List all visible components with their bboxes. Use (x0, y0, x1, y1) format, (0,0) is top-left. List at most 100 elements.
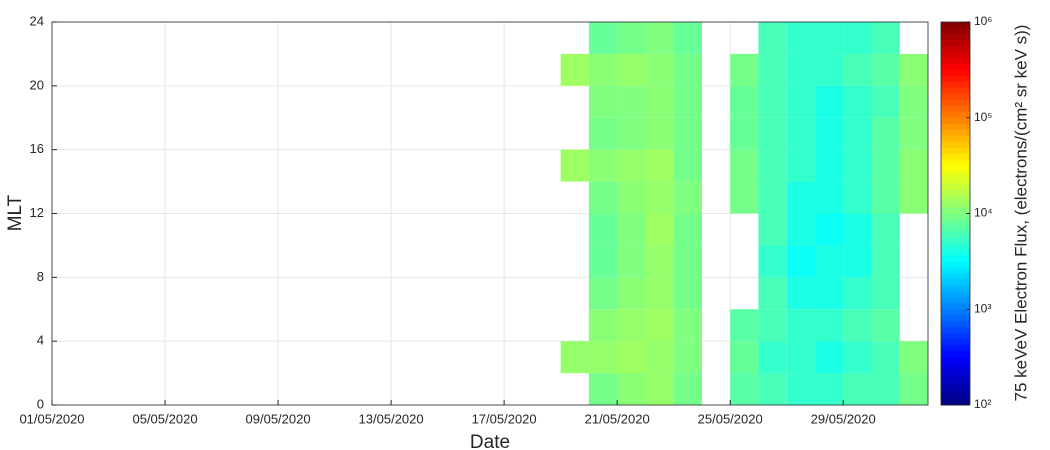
colorbar-step (941, 255, 970, 262)
heatmap-cell (673, 373, 702, 405)
heatmap-cell (843, 213, 872, 246)
colorbar-step (941, 243, 970, 250)
colorbar-step (941, 321, 970, 328)
colorbar-step (941, 165, 970, 173)
heatmap-cell (560, 149, 589, 182)
heatmap-cell (673, 22, 702, 54)
x-tick-label: 21/05/2020 (585, 411, 650, 426)
heatmap-cell (673, 341, 702, 374)
colorbar-step (941, 399, 970, 406)
heatmap-cell (899, 149, 928, 182)
heatmap-cell (758, 53, 787, 86)
colorbar-tick-label: 10⁶ (974, 14, 992, 28)
heatmap-cell (871, 53, 900, 86)
y-tick-label: 24 (30, 13, 44, 28)
colorbar-step (941, 141, 970, 149)
colorbar-step (941, 297, 970, 304)
heatmap-cell (871, 213, 900, 246)
heatmap-cell (899, 85, 928, 118)
heatmap-cell (588, 181, 618, 214)
heatmap-cell (786, 373, 815, 405)
heatmap-cell (560, 53, 589, 86)
heatmap-cell (871, 245, 900, 278)
colorbar-step (941, 381, 970, 388)
heatmap-cell (843, 309, 872, 342)
colorbar-step (941, 45, 970, 53)
heatmap-cell (588, 149, 618, 182)
heatmap-cell (814, 149, 844, 182)
colorbar-step (941, 201, 970, 209)
heatmap-cell (645, 245, 674, 278)
colorbar-step (941, 22, 970, 29)
heatmap-cell (645, 309, 674, 342)
heatmap-cell (814, 341, 844, 374)
colorbar-tick-label: 10⁵ (974, 110, 992, 124)
colorbar-step (941, 69, 970, 77)
heatmap-cell (871, 341, 900, 374)
colorbar-step (941, 189, 970, 197)
heatmap-cell (617, 85, 646, 118)
heatmap-cell (588, 245, 618, 278)
colorbar-step (941, 387, 970, 394)
colorbar-step (941, 303, 970, 310)
heatmap-cell (786, 149, 815, 182)
colorbar-step (941, 123, 970, 131)
heatmap-cell (673, 149, 702, 182)
colorbar-step (941, 279, 970, 286)
heatmap-cell (673, 117, 702, 150)
x-tick-label: 17/05/2020 (472, 411, 537, 426)
heatmap-cell (814, 309, 844, 342)
colorbar-step (941, 225, 970, 232)
heatmap-cell (645, 181, 674, 214)
y-tick-label: 4 (37, 333, 44, 348)
colorbar-step (941, 171, 970, 179)
heatmap-cell (617, 22, 646, 54)
heatmap-cell (730, 309, 759, 342)
heatmap-cell (899, 53, 928, 86)
colorbar-title: 75 keVeV Electron Flux, (electrons/(cm² … (1011, 25, 1030, 402)
heatmap-cell (588, 309, 618, 342)
heatmap-cell (899, 341, 928, 374)
colorbar-step (941, 87, 970, 95)
heatmap-cell (786, 53, 815, 86)
heatmap-cell (645, 341, 674, 374)
colorbar-step (941, 183, 970, 191)
colorbar-step (941, 357, 970, 364)
y-tick-label: 0 (37, 396, 44, 411)
colorbar-step (941, 369, 970, 376)
colorbar-step (941, 159, 970, 167)
heatmap-cell (588, 277, 618, 310)
heatmap-cell (645, 213, 674, 246)
heatmap-cell (758, 213, 787, 246)
colorbar-step (941, 129, 970, 137)
heatmap-cell (588, 341, 618, 374)
heatmap-cell (843, 149, 872, 182)
heatmap-cell (588, 117, 618, 150)
colorbar-step (941, 363, 970, 370)
x-tick-label: 05/05/2020 (132, 411, 197, 426)
x-tick-label: 25/05/2020 (698, 411, 763, 426)
colorbar-step (941, 237, 970, 244)
colorbar-step (941, 195, 970, 203)
heatmap-cell (617, 117, 646, 150)
heatmap-cell (673, 53, 702, 86)
colorbar-step (941, 99, 970, 107)
heatmap-cell (814, 181, 844, 214)
heatmap-cell (871, 181, 900, 214)
heatmap-cell (560, 341, 589, 374)
heatmap-cell (730, 373, 759, 405)
colorbar-step (941, 309, 970, 316)
heatmap-cell (673, 277, 702, 310)
colorbar-step (941, 117, 970, 125)
heatmap-cell (843, 373, 872, 405)
colorbar-step (941, 147, 970, 155)
heatmap-cell (871, 22, 900, 54)
heatmap-cell (617, 213, 646, 246)
heatmap-cell (617, 277, 646, 310)
heatmap-cell (758, 277, 787, 310)
heatmap-cell (617, 181, 646, 214)
colorbar-step (941, 111, 970, 119)
colorbar-step (941, 231, 970, 238)
x-tick-label: 13/05/2020 (359, 411, 424, 426)
